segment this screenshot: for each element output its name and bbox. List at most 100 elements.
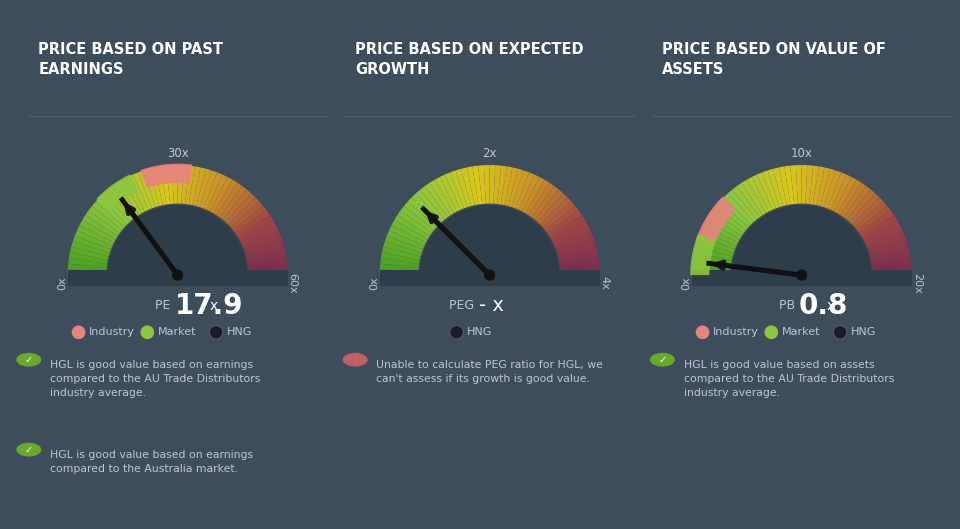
Wedge shape [241,225,278,246]
Wedge shape [440,175,461,212]
Circle shape [16,353,41,367]
Text: 2x: 2x [482,147,497,160]
Wedge shape [425,183,450,217]
Wedge shape [223,189,252,222]
Wedge shape [213,180,237,215]
Text: Industry: Industry [713,327,759,338]
Wedge shape [732,186,759,220]
Wedge shape [461,168,475,206]
Wedge shape [83,215,118,239]
Wedge shape [138,170,156,208]
Wedge shape [859,211,894,236]
Wedge shape [535,189,564,222]
Wedge shape [864,220,900,243]
Text: PB: PB [779,299,799,313]
Wedge shape [490,165,495,204]
Wedge shape [450,170,468,208]
Wedge shape [189,167,201,205]
Wedge shape [140,163,192,188]
Wedge shape [559,247,597,260]
Wedge shape [77,225,114,246]
Wedge shape [529,183,554,217]
Wedge shape [707,215,742,239]
Circle shape [449,325,464,339]
FancyBboxPatch shape [691,270,912,286]
Circle shape [16,443,41,457]
Wedge shape [552,220,588,243]
Wedge shape [861,215,897,239]
Wedge shape [181,165,189,204]
Wedge shape [420,205,560,275]
Text: Industry: Industry [89,327,135,338]
Wedge shape [389,225,426,246]
Wedge shape [561,258,599,268]
Circle shape [833,325,847,339]
Text: −: − [350,353,360,366]
Wedge shape [217,183,242,217]
Wedge shape [525,180,549,215]
Wedge shape [873,269,912,275]
Wedge shape [847,189,876,222]
Wedge shape [699,230,736,250]
Wedge shape [724,193,754,224]
Wedge shape [420,186,447,220]
Wedge shape [693,252,732,264]
Wedge shape [237,215,273,239]
Wedge shape [113,183,138,217]
Text: 0x: 0x [58,277,67,290]
Wedge shape [547,211,582,236]
Wedge shape [872,252,910,264]
Wedge shape [712,206,746,233]
Text: PEG: PEG [449,299,479,313]
Wedge shape [380,258,419,268]
Circle shape [696,325,709,339]
Text: 10x: 10x [791,147,812,160]
Wedge shape [809,166,819,204]
Wedge shape [68,263,107,271]
Wedge shape [210,177,232,213]
Text: ✓: ✓ [25,445,33,454]
Text: 20x: 20x [912,273,922,294]
Text: 60x: 60x [288,273,298,294]
Wedge shape [92,202,125,230]
Wedge shape [73,235,110,253]
Wedge shape [857,206,891,233]
Circle shape [209,325,223,339]
Wedge shape [561,269,600,275]
Wedge shape [828,172,847,209]
Wedge shape [545,206,579,233]
Wedge shape [796,165,802,204]
Wedge shape [865,225,902,246]
Wedge shape [790,165,798,204]
Wedge shape [118,180,142,215]
FancyBboxPatch shape [67,270,288,286]
Wedge shape [696,196,736,247]
Wedge shape [779,167,790,205]
Wedge shape [752,175,773,212]
Wedge shape [230,202,263,230]
Wedge shape [497,166,507,204]
Circle shape [140,325,155,339]
Wedge shape [412,193,442,224]
Wedge shape [773,168,787,206]
Wedge shape [762,170,780,208]
Wedge shape [172,165,178,204]
Text: Market: Market [781,327,820,338]
Circle shape [173,270,182,280]
Wedge shape [235,211,270,236]
Text: PRICE BASED ON VALUE OF
ASSETS: PRICE BASED ON VALUE OF ASSETS [662,42,886,77]
Wedge shape [493,165,501,204]
Wedge shape [387,230,424,250]
Wedge shape [478,165,486,204]
Wedge shape [873,258,911,268]
Wedge shape [805,165,813,204]
Wedge shape [538,193,567,224]
Wedge shape [816,168,830,206]
Wedge shape [854,202,887,230]
Wedge shape [540,197,571,227]
Wedge shape [456,169,471,207]
Wedge shape [709,211,744,236]
Wedge shape [841,183,866,217]
Text: HGL is good value based on assets
compared to the AU Trade Distributors
industry: HGL is good value based on assets compar… [684,360,894,398]
Wedge shape [692,263,731,271]
